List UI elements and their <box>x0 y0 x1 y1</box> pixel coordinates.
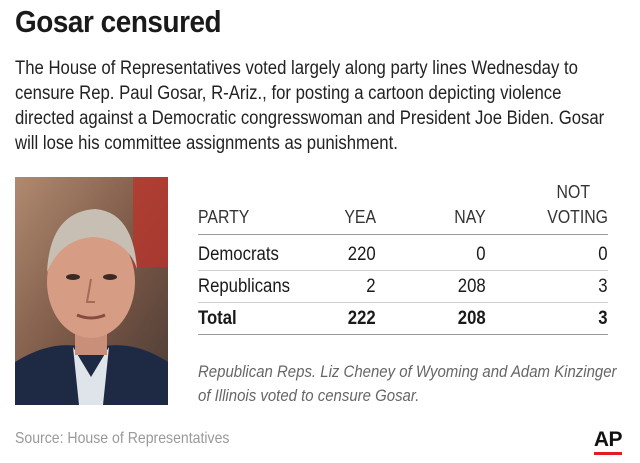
total-nay: 208 <box>458 308 486 329</box>
header-divider <box>198 234 608 235</box>
intro-paragraph: The House of Representatives voted large… <box>15 58 605 154</box>
logo-underline <box>593 452 622 455</box>
row-yea: 2 <box>366 276 376 297</box>
vote-table: NOT PARTY YEA NAY VOTING Democrats 220 0… <box>198 182 608 342</box>
page-title: Gosar censured <box>15 4 222 39</box>
header-party: PARTY <box>198 207 250 227</box>
ap-logo: AP <box>593 428 623 455</box>
total-label: Total <box>198 308 237 329</box>
row-nay: 208 <box>458 276 486 297</box>
total-yea: 222 <box>348 308 376 329</box>
header-not: NOT <box>556 182 590 202</box>
row-not-voting: 0 <box>598 244 608 265</box>
header-voting: VOTING <box>547 207 608 227</box>
row-not-voting: 3 <box>598 276 608 297</box>
row-divider <box>198 302 608 303</box>
row-party: Republicans <box>198 276 291 297</box>
row-party: Democrats <box>198 244 279 265</box>
header-nay: NAY <box>454 207 486 227</box>
photo-caption: Republican Reps. Liz Cheney of Wyoming a… <box>198 362 617 405</box>
row-nay: 0 <box>476 244 486 265</box>
header-yea: YEA <box>344 207 376 227</box>
source-note: Source: House of Representatives <box>15 430 230 447</box>
total-not-voting: 3 <box>598 308 608 329</box>
ap-logo-text: AP <box>593 428 623 451</box>
table-bottom-rule <box>198 334 608 335</box>
portrait-photo <box>15 177 168 405</box>
row-yea: 220 <box>348 244 376 265</box>
row-divider <box>198 270 608 271</box>
